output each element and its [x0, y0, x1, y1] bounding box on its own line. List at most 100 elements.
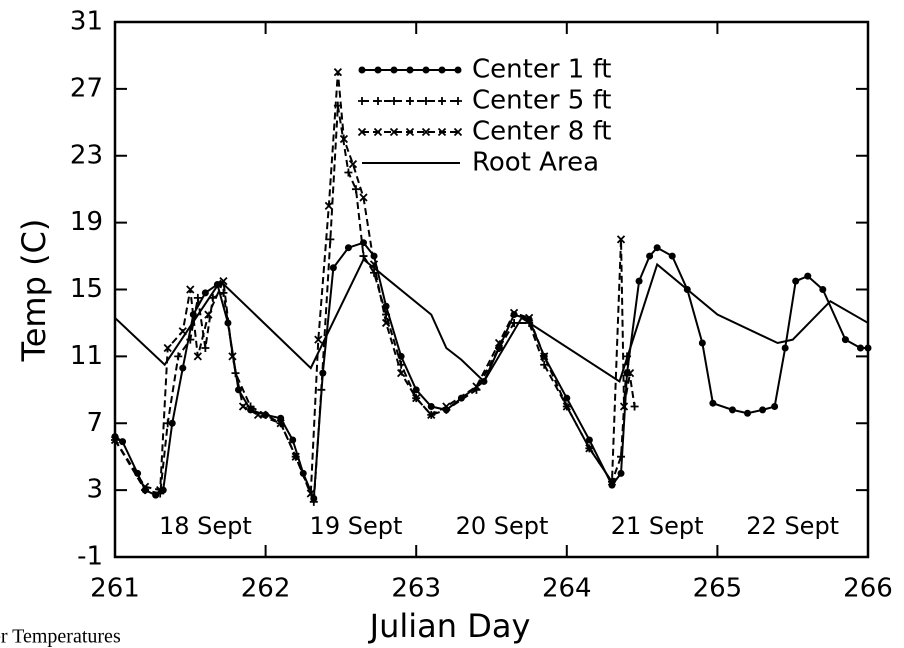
point	[314, 335, 323, 344]
x-tick-label: 264	[542, 574, 592, 604]
legend-marker	[374, 66, 382, 74]
point	[616, 235, 626, 244]
point	[359, 193, 368, 202]
point	[186, 285, 195, 294]
y-tick-label: 31	[70, 7, 103, 37]
point	[427, 403, 435, 411]
legend-marker	[358, 66, 366, 74]
point	[201, 289, 209, 297]
point	[163, 419, 172, 428]
x-tick-label: 262	[241, 574, 291, 604]
point	[841, 336, 849, 344]
point	[277, 414, 285, 422]
point	[370, 268, 379, 277]
point	[228, 352, 237, 361]
x-tick-label: 263	[391, 574, 441, 604]
x-axis-label: Julian Day	[368, 607, 531, 645]
legend-label: Root Area	[472, 148, 599, 178]
point	[646, 252, 654, 260]
point	[201, 344, 210, 353]
point	[397, 368, 406, 378]
legend-marker	[405, 127, 415, 137]
point	[382, 310, 391, 319]
y-tick-label: 11	[70, 341, 103, 371]
legend-label: Center 8 ft	[472, 117, 611, 147]
point	[306, 489, 315, 498]
point	[442, 402, 451, 411]
point	[804, 272, 812, 280]
point	[344, 168, 353, 177]
point	[174, 352, 183, 361]
point	[276, 419, 285, 428]
point	[140, 482, 150, 491]
point	[333, 68, 343, 77]
x-tick-label: 261	[90, 574, 140, 604]
point	[510, 318, 519, 327]
legend-marker	[373, 127, 383, 137]
point	[635, 277, 643, 285]
point	[179, 364, 187, 372]
point	[427, 410, 436, 420]
point	[562, 402, 571, 411]
point	[253, 410, 263, 420]
legend-marker	[453, 127, 463, 137]
point	[326, 235, 335, 244]
legend-marker	[374, 97, 382, 105]
point	[219, 277, 228, 286]
point	[324, 201, 333, 211]
legend-marker	[454, 97, 462, 105]
point	[759, 406, 767, 414]
point	[698, 339, 706, 347]
series-line	[114, 257, 869, 384]
point	[381, 318, 391, 328]
point	[509, 308, 519, 318]
legend-marker	[406, 97, 414, 105]
point	[856, 344, 864, 352]
point	[329, 264, 337, 272]
point	[289, 436, 297, 444]
point	[309, 497, 318, 506]
point	[319, 369, 327, 377]
x-tick-label: 266	[843, 574, 893, 604]
point	[234, 386, 242, 394]
point	[744, 409, 752, 417]
y-tick-label: 23	[70, 140, 103, 170]
point	[864, 344, 872, 352]
legend-marker	[357, 127, 367, 137]
point	[193, 293, 202, 302]
point	[348, 159, 358, 169]
point	[246, 402, 255, 411]
y-axis-label: Temp (C)	[15, 219, 53, 363]
point	[563, 394, 571, 402]
y-tick-label: 19	[70, 207, 103, 237]
point	[771, 403, 779, 411]
point	[728, 406, 736, 414]
point	[585, 436, 593, 444]
point	[186, 335, 195, 344]
legend-marker	[422, 66, 430, 74]
point	[495, 344, 504, 353]
point	[540, 352, 549, 361]
y-tick-label: 3	[86, 475, 103, 505]
legend-marker	[406, 66, 414, 74]
point	[204, 310, 213, 319]
point	[156, 485, 165, 495]
legend-label: Center 5 ft	[472, 86, 611, 116]
point	[317, 385, 326, 394]
y-tick-label: 7	[86, 408, 103, 438]
point	[653, 244, 661, 252]
point	[238, 402, 248, 411]
annotation: 22 Sept	[746, 512, 839, 540]
point	[630, 402, 639, 411]
point	[339, 134, 349, 144]
point	[607, 477, 617, 486]
point	[397, 352, 405, 360]
point	[472, 382, 481, 391]
point	[709, 399, 717, 407]
point	[168, 419, 176, 427]
point	[819, 286, 827, 293]
x-tick-label: 265	[693, 574, 743, 604]
point	[617, 452, 626, 461]
y-tick-label: -1	[77, 542, 103, 572]
